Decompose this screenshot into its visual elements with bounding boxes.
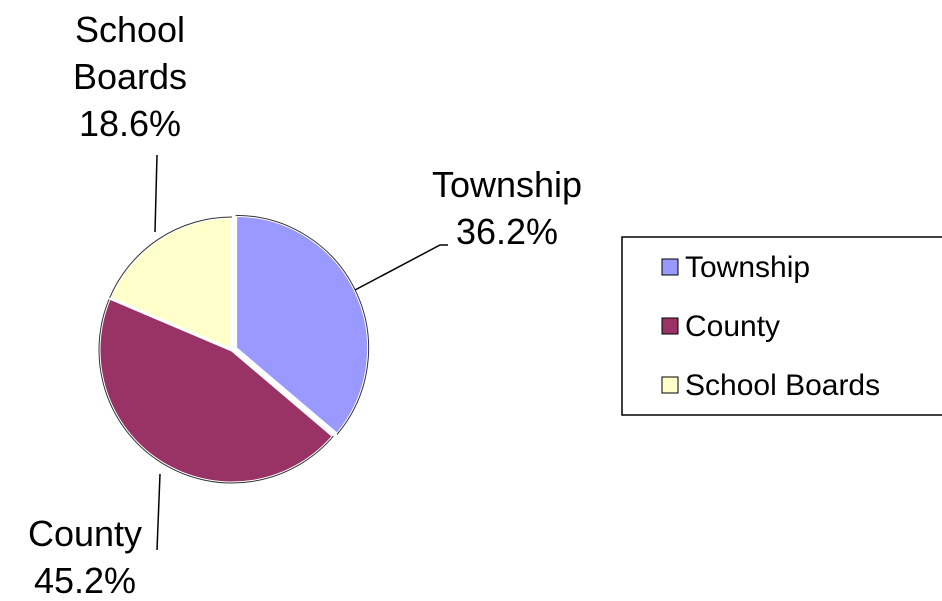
- legend-label: County: [685, 310, 780, 343]
- slice-label: County 45.2%: [0, 510, 185, 601]
- legend: Township County School Boards: [661, 251, 880, 402]
- leader-line: [156, 473, 161, 551]
- leader-line: [154, 154, 158, 233]
- slice-label: Township 36.2%: [407, 161, 607, 255]
- pie-outline: [98, 297, 334, 484]
- value-label: 18.6%: [78, 103, 182, 144]
- leader-line: [354, 244, 448, 291]
- legend-label: School Boards: [685, 369, 880, 402]
- pie-outline: [109, 216, 233, 299]
- legend-label: Township: [685, 251, 810, 284]
- pie: [97, 213, 371, 485]
- category-label: School Boards: [72, 9, 188, 97]
- pie-outline: [235, 214, 370, 435]
- value-label: 36.2%: [455, 211, 559, 252]
- value-label: 45.2%: [33, 560, 137, 601]
- legend-swatch: [661, 376, 679, 394]
- legend-swatch: [661, 317, 679, 335]
- slice-label: School Boards 18.6%: [50, 6, 210, 147]
- category-label: Township: [431, 164, 583, 205]
- legend-swatch: [661, 258, 679, 276]
- category-label: County: [27, 513, 143, 554]
